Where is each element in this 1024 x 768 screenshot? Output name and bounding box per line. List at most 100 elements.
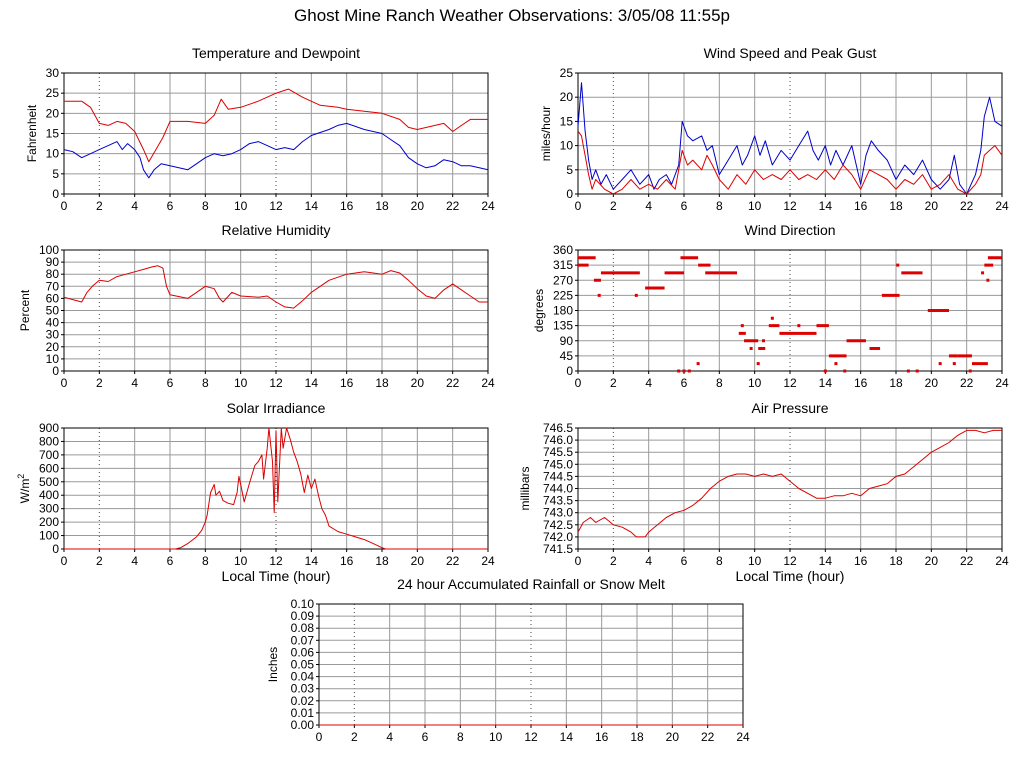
direction-point [986,278,990,282]
direction-point [915,369,919,373]
x-tick-label: 0 [575,554,582,568]
direction-point [740,324,744,328]
x-tick-label: 12 [269,554,283,568]
y-tick-label: 743.0 [543,506,573,520]
x-tick-label: 4 [645,376,652,390]
y-tick-label: 100 [39,529,59,543]
chart-title: Wind Direction [744,222,835,238]
x-tick-label: 24 [481,376,495,390]
x-axis-label: Local Time (hour) [222,568,331,584]
y-tick-label: 0.08 [291,621,315,635]
chart-title: Temperature and Dewpoint [192,45,360,61]
x-tick-label: 22 [701,730,715,744]
x-tick-label: 12 [524,730,538,744]
y-axis-label-text: W/m [18,479,32,504]
plot-frame [63,427,489,550]
x-tick-label: 0 [575,376,582,390]
y-tick-label: 0.02 [291,694,315,708]
y-tick-label: 746.0 [543,433,573,447]
y-tick-label: 0.04 [291,670,315,684]
x-tick-label: 0 [61,199,68,213]
x-tick-label: 16 [340,376,354,390]
x-tick-label: 18 [375,554,389,568]
y-tick-label: 741.5 [543,542,573,556]
y-tick-label: 60 [46,291,60,305]
y-tick-label: 0.00 [291,718,315,732]
x-tick-label: 10 [748,199,762,213]
series-line-0 [63,265,488,309]
y-tick-label: 30 [46,66,60,80]
y-tick-label: 360 [553,243,573,257]
x-tick-label: 0 [575,199,582,213]
y-tick-label: 90 [560,334,574,348]
x-tick-label: 14 [819,376,833,390]
x-tick-label: 22 [960,376,974,390]
x-tick-label: 8 [716,554,723,568]
y-axis-label-text: Inches [266,647,280,682]
direction-point [981,271,985,275]
x-axis-label: Local Time (hour) [736,568,845,584]
direction-point [687,369,691,373]
x-tick-label: 18 [889,199,903,213]
x-tick-label: 10 [234,376,248,390]
x-tick-label: 16 [854,376,868,390]
x-tick-label: 16 [854,554,868,568]
x-tick-label: 20 [411,376,425,390]
y-tick-label: 0.05 [291,658,315,672]
direction-point [696,362,700,366]
direction-point [677,369,681,373]
x-tick-label: 20 [411,554,425,568]
x-tick-label: 4 [645,554,652,568]
x-tick-label: 12 [269,199,283,213]
x-tick-label: 8 [202,554,209,568]
y-tick-label: 315 [553,258,573,272]
y-tick-label: 900 [39,421,59,435]
x-tick-label: 22 [446,199,460,213]
series-line-1 [63,122,489,179]
direction-point [823,369,827,373]
chart-rain: 24 hour Accumulated Rainfall or Snow Mel… [266,576,750,744]
x-tick-label: 6 [422,730,429,744]
x-tick-label: 24 [995,554,1009,568]
x-tick-label: 10 [234,554,248,568]
direction-point [834,362,838,366]
x-tick-label: 18 [889,376,903,390]
direction-point [843,369,847,373]
y-axis-label-text: degrees [532,289,546,332]
direction-point [938,362,942,366]
y-tick-label: 0 [566,187,573,201]
y-tick-label: 400 [39,488,59,502]
y-tick-label: 10 [46,352,60,366]
y-axis-label: Fahrenheit [25,104,39,162]
y-axis-label-text: Fahrenheit [25,104,39,162]
y-tick-label: 0 [52,542,59,556]
direction-point [749,346,753,350]
y-tick-label: 700 [39,448,59,462]
direction-point [597,293,601,297]
x-tick-label: 0 [61,376,68,390]
y-tick-label: 300 [39,502,59,516]
y-axis-label: Percent [18,289,32,331]
y-axis-label: millibars [518,466,532,510]
x-tick-label: 0 [316,730,323,744]
x-tick-label: 2 [96,554,103,568]
y-axis-label-text: millibars [518,466,532,510]
y-tick-label: 40 [46,316,60,330]
y-tick-label: 0.03 [291,682,315,696]
x-tick-label: 16 [595,730,609,744]
x-tick-label: 10 [748,376,762,390]
x-tick-label: 10 [489,730,503,744]
x-tick-label: 12 [783,554,797,568]
y-axis-label-sup: 2 [16,474,26,479]
y-tick-label: 80 [46,267,60,281]
x-tick-label: 4 [131,199,138,213]
y-tick-label: 135 [553,319,573,333]
x-tick-label: 14 [305,554,319,568]
x-tick-label: 24 [736,730,750,744]
plot-frame [577,249,1003,372]
x-tick-label: 2 [610,554,617,568]
x-tick-label: 18 [630,730,644,744]
